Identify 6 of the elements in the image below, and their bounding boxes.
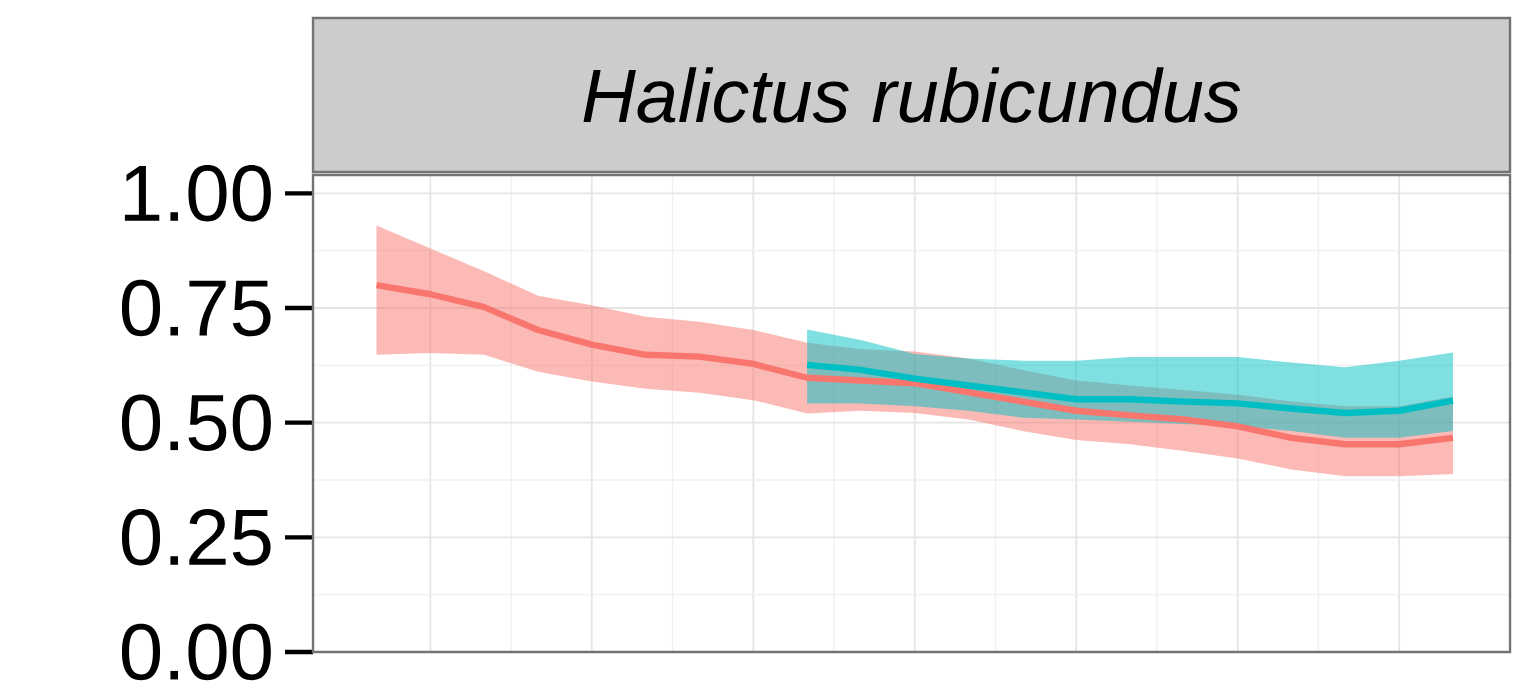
y-tick-label: 0.25	[121, 509, 271, 566]
y-tick-label: 0.50	[121, 394, 271, 451]
chart-title: Halictus rubicundus	[583, 67, 1241, 123]
y-tick-label: 0.75	[121, 279, 271, 337]
y-tick-label: 1.00	[124, 165, 271, 222]
y-tick-label: 0.00	[121, 623, 271, 681]
